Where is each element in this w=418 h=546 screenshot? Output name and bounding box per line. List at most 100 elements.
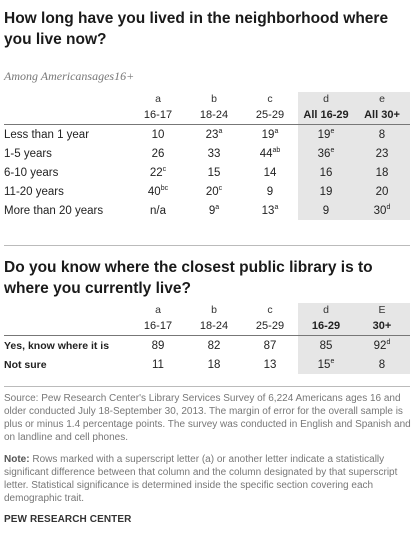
cell-value: 26 bbox=[151, 147, 165, 160]
table-row: Less than 1 year 10 23a 19a 19e 8 bbox=[4, 124, 410, 145]
table-cell: 13 bbox=[242, 355, 298, 374]
cell-value: 9 bbox=[266, 185, 274, 198]
cell-value: 14 bbox=[263, 166, 277, 179]
significance-marker: a bbox=[215, 203, 220, 211]
cell-value: 11 bbox=[152, 358, 164, 371]
source-divider bbox=[4, 386, 410, 387]
table-cell: 8 bbox=[354, 355, 410, 374]
table-cell: 87 bbox=[242, 336, 298, 356]
significance-marker: a bbox=[274, 127, 279, 135]
significance-marker: e bbox=[330, 127, 335, 135]
table-cell: n/a bbox=[130, 201, 186, 220]
row-label: 1-5 years bbox=[4, 147, 52, 160]
table-row: 11-20 years 40bc 20c 9 19 20 bbox=[4, 182, 410, 201]
row-label: Less than 1 year bbox=[4, 128, 90, 141]
residence-duration-table: a b c d e 16-17 18-24 25-29 All 16-29 All 30+ Less… bbox=[4, 92, 410, 220]
cell-value: 16 bbox=[319, 166, 333, 179]
significance-note: Note: Rows marked with a superscript let… bbox=[4, 453, 414, 505]
significance-marker: d bbox=[386, 203, 391, 211]
column-header: 16-17 bbox=[130, 317, 186, 336]
column-letter: d bbox=[298, 92, 354, 106]
column-header: All 16-29 bbox=[298, 106, 354, 125]
header-spacer bbox=[4, 317, 130, 336]
column-letter: b bbox=[211, 93, 217, 105]
table-cell: 89 bbox=[130, 336, 186, 356]
source-note: Source: Pew Research Center's Library Se… bbox=[4, 393, 411, 443]
column-header: All 30+ bbox=[354, 106, 410, 125]
table-cell: 11 bbox=[130, 355, 186, 374]
cell-value: 9 bbox=[322, 204, 330, 217]
cell-value: 8 bbox=[378, 128, 386, 141]
significance-marker: c bbox=[218, 184, 223, 192]
significance-marker: e bbox=[330, 357, 335, 365]
question-2-title: Do you know where the closest public lib… bbox=[4, 259, 373, 297]
population-subtitle: Among Americansages16+ bbox=[4, 69, 135, 83]
table-cell: 30d bbox=[354, 201, 410, 220]
column-header: 30+ bbox=[354, 317, 410, 336]
row-label: Not sure bbox=[4, 358, 47, 371]
table-cell: 9a bbox=[186, 201, 242, 220]
table-cell: 19 bbox=[298, 182, 354, 201]
cell-value: 18 bbox=[375, 166, 389, 179]
table-cell: 22c bbox=[130, 163, 186, 182]
significance-marker: e bbox=[330, 146, 335, 154]
organization-credit: PEW RESEARCH CENTER bbox=[4, 514, 132, 525]
table-cell: 20c bbox=[186, 182, 242, 201]
column-header: 25-29 bbox=[242, 106, 298, 125]
row-label: More than 20 years bbox=[4, 204, 104, 217]
column-letter: c bbox=[267, 93, 273, 105]
column-header: 18-24 bbox=[186, 317, 242, 336]
column-header: 18-24 bbox=[186, 106, 242, 125]
library-location-table: a b c d E 16-17 18-24 25-29 16-29 30+ Yes, know wh… bbox=[4, 303, 410, 374]
cell-value: 13 bbox=[261, 204, 275, 217]
cell-value: 23 bbox=[375, 147, 389, 160]
cell-value: 15 bbox=[317, 358, 331, 371]
section-divider bbox=[4, 245, 410, 246]
table-cell: 8 bbox=[354, 124, 410, 144]
table-row: More than 20 years n/a 9a 13a 9 30d bbox=[4, 201, 410, 220]
column-header-row: 16-17 18-24 25-29 16-29 30+ bbox=[4, 317, 410, 336]
table-cell: 36e bbox=[298, 144, 354, 163]
table-cell: 19a bbox=[242, 125, 298, 145]
cell-value: 33 bbox=[207, 147, 221, 160]
column-letter: a bbox=[155, 304, 161, 316]
note-label: Note: bbox=[4, 454, 30, 465]
table-cell: 82 bbox=[186, 336, 242, 356]
significance-marker: a bbox=[218, 127, 223, 135]
cell-value: 9 bbox=[208, 204, 216, 217]
significance-marker: c bbox=[162, 165, 167, 173]
table-cell: 19e bbox=[298, 124, 354, 144]
table-cell: 33 bbox=[186, 144, 242, 163]
cell-value: 19 bbox=[261, 128, 275, 141]
significance-marker: a bbox=[274, 203, 279, 211]
table-row: 6-10 years 22c 15 14 16 18 bbox=[4, 163, 410, 182]
header-spacer bbox=[4, 106, 130, 125]
table-cell: 26 bbox=[130, 144, 186, 163]
cell-value: 10 bbox=[151, 128, 165, 141]
cell-value: 23 bbox=[205, 128, 219, 141]
question-1-title: How long have you lived in the neighborh… bbox=[4, 10, 389, 48]
header-spacer bbox=[4, 303, 130, 317]
table-cell: 20 bbox=[354, 182, 410, 201]
table-cell: 23 bbox=[354, 144, 410, 163]
table-row: 1-5 years 26 33 44ab 36e 23 bbox=[4, 144, 410, 163]
note-text: Rows marked with a superscript letter (a… bbox=[4, 454, 398, 504]
table-cell: 18 bbox=[354, 163, 410, 182]
table-cell: 15e bbox=[298, 355, 354, 374]
cell-value: 19 bbox=[319, 185, 333, 198]
cell-value: 8 bbox=[378, 358, 386, 371]
cell-value: 15 bbox=[207, 166, 221, 179]
table-cell: 44ab bbox=[242, 144, 298, 163]
table-cell: 9 bbox=[242, 182, 298, 201]
significance-marker: ab bbox=[272, 146, 281, 154]
cell-value: 19 bbox=[317, 128, 331, 141]
cell-value: 13 bbox=[263, 358, 277, 371]
cell-value: 36 bbox=[317, 147, 331, 160]
cell-value: 20 bbox=[205, 185, 219, 198]
cell-value: n/a bbox=[150, 204, 166, 217]
table-cell: 14 bbox=[242, 163, 298, 182]
column-letter: e bbox=[354, 92, 410, 106]
table-cell: 16 bbox=[298, 163, 354, 182]
column-letter: a bbox=[155, 93, 161, 105]
